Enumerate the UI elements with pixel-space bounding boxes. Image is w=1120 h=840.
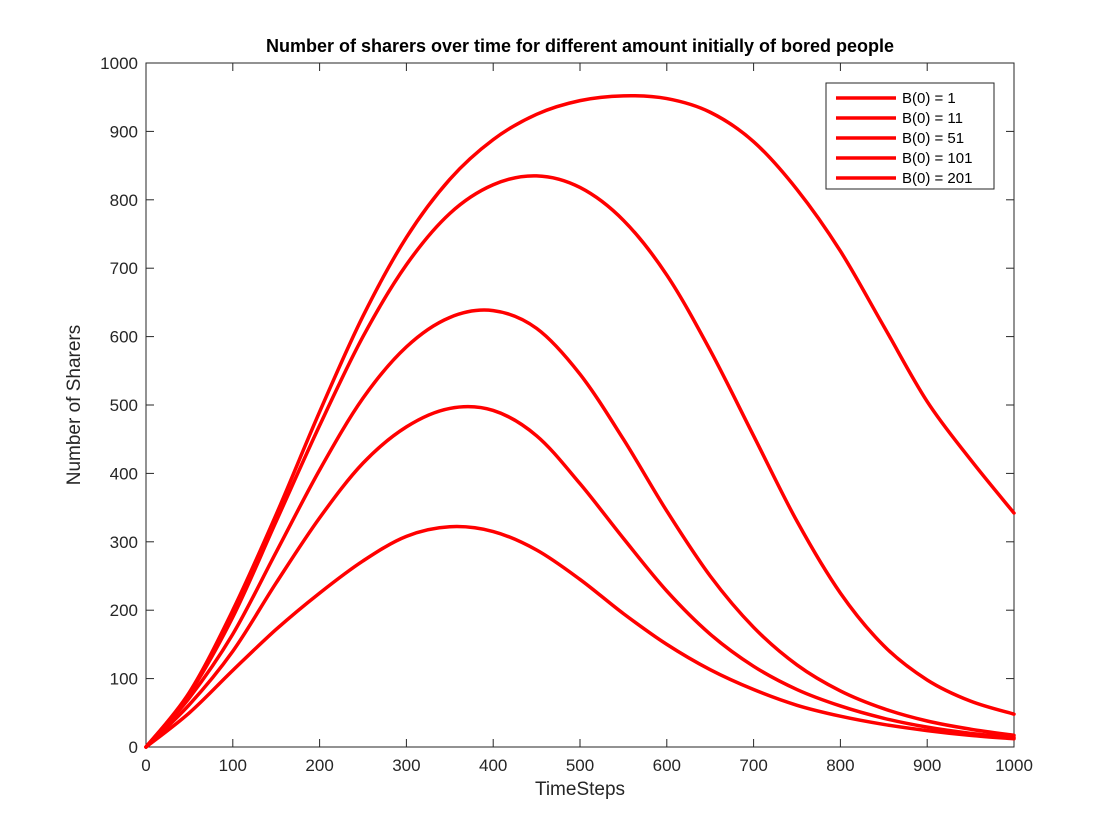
- y-tick-label: 500: [110, 396, 138, 415]
- legend-label: B(0) = 201: [902, 170, 972, 187]
- y-tick-label: 1000: [100, 54, 138, 73]
- legend-label: B(0) = 51: [902, 130, 964, 147]
- y-tick-label: 700: [110, 259, 138, 278]
- x-tick-label: 900: [913, 756, 941, 775]
- series-lines: [144, 93, 1016, 749]
- y-tick-label: 300: [110, 533, 138, 552]
- x-tick-label: 300: [392, 756, 420, 775]
- x-tick-label: 500: [566, 756, 594, 775]
- legend-label: B(0) = 11: [902, 110, 963, 127]
- y-tick-label: 900: [110, 122, 138, 141]
- y-tick-label: 600: [110, 328, 138, 347]
- y-axis-ticks: 0 100 200 300 400 500 600 700 800 900 1000: [100, 54, 1014, 757]
- y-tick-label: 200: [110, 601, 138, 620]
- y-axis-title: Number of Sharers: [64, 325, 85, 486]
- x-tick-label: 100: [219, 756, 247, 775]
- x-tick-label: 600: [653, 756, 681, 775]
- x-tick-label: 200: [305, 756, 333, 775]
- x-axis-title: TimeSteps: [535, 779, 625, 800]
- y-tick-label: 800: [110, 191, 138, 210]
- series-line-3: [144, 308, 1016, 749]
- y-tick-label: 0: [129, 738, 138, 757]
- legend-box: [825, 82, 995, 190]
- legend[interactable]: B(0) = 1 B(0) = 11 B(0) = 51 B(0) = 101 B(0)…: [825, 82, 995, 190]
- series-line-5: [144, 524, 1016, 749]
- x-tick-label: 0: [141, 756, 150, 775]
- legend-label: B(0) = 101: [902, 150, 972, 167]
- y-tick-label: 100: [110, 670, 138, 689]
- series-line-1: [144, 93, 1016, 749]
- x-tick-label: 700: [739, 756, 767, 775]
- chart-title: Number of sharers over time for differen…: [266, 36, 894, 56]
- x-axis-ticks: 0 100 200 300 400 500 600 700 800 900 1000: [141, 63, 1033, 775]
- x-tick-label: 1000: [995, 756, 1033, 775]
- series-line-2: [144, 174, 1016, 749]
- series-line-4: [144, 404, 1016, 749]
- y-tick-label: 400: [110, 464, 138, 483]
- legend-label: B(0) = 1: [902, 90, 956, 107]
- x-tick-label: 800: [826, 756, 854, 775]
- x-tick-label: 400: [479, 756, 507, 775]
